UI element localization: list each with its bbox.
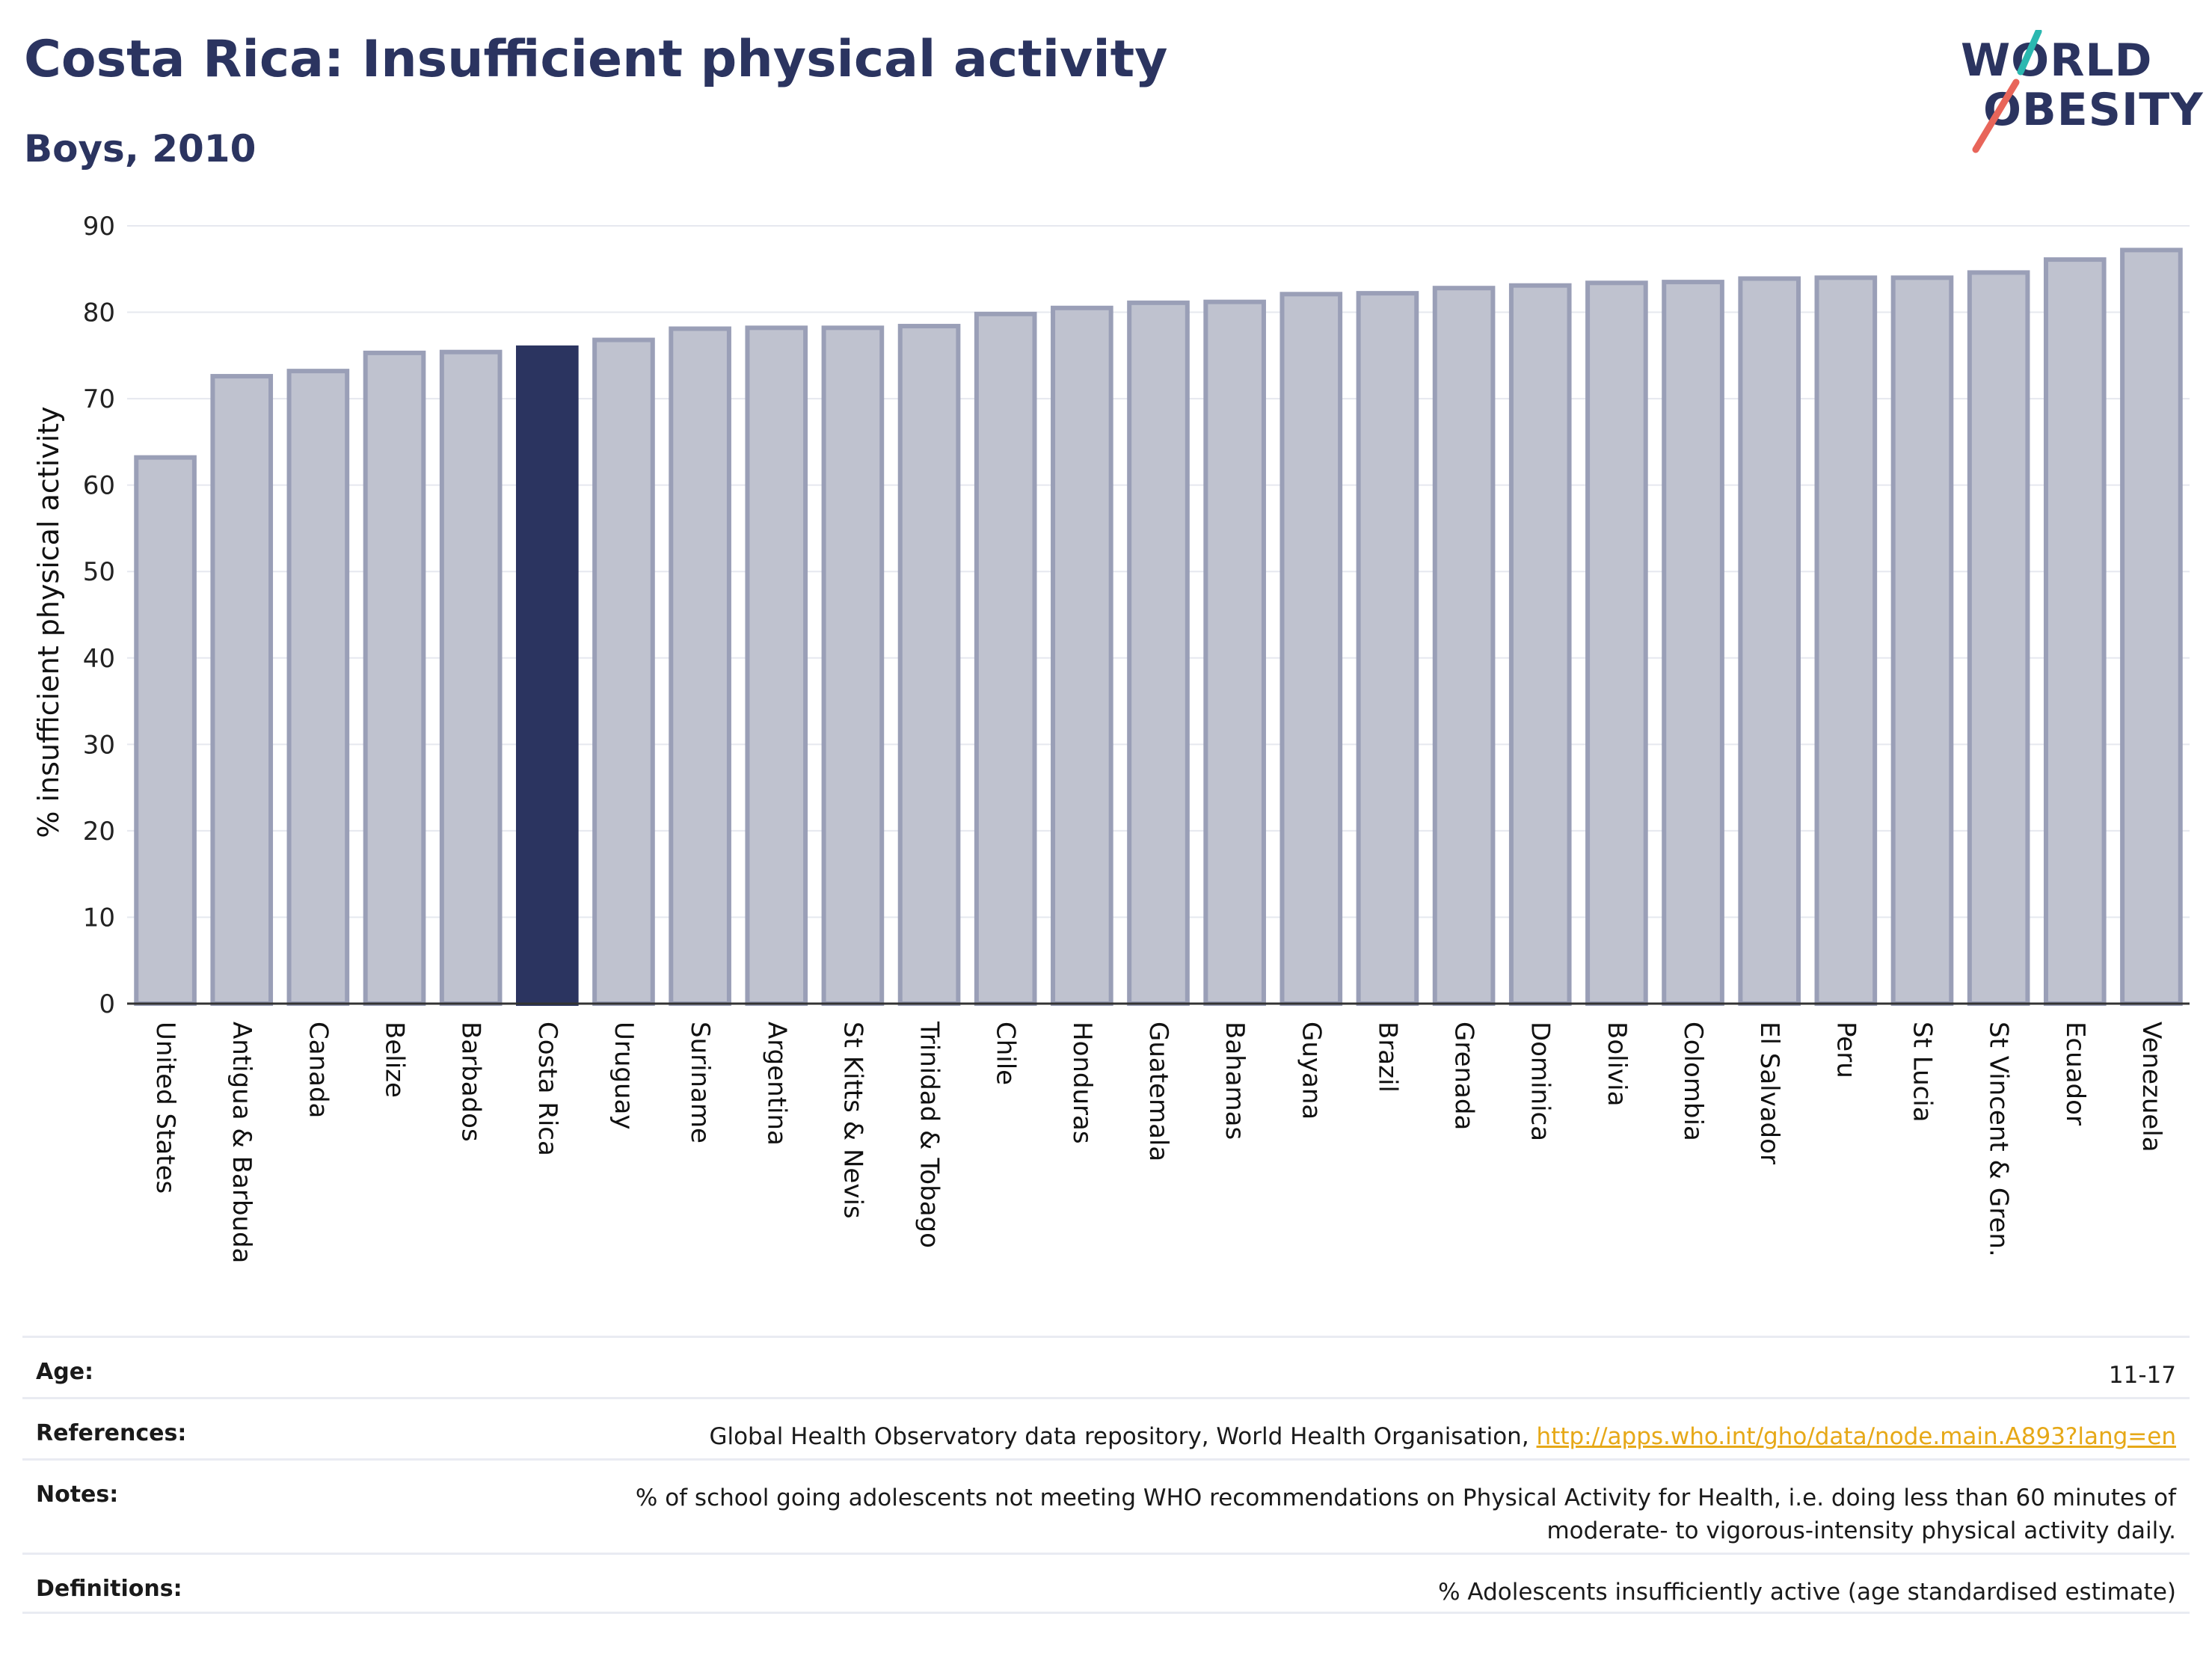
bar-trinidad-tobago [897,324,961,1007]
chart-title: Costa Rica: Insufficient physical activi… [24,30,1168,89]
definitions-row: Definitions: % Adolescents insufficientl… [22,1553,2190,1614]
x-tick-label: Uruguay [609,1022,639,1130]
x-tick-label: Belize [380,1022,410,1098]
chart-subtitle: Boys, 2010 [24,127,256,171]
y-tick-label: 20 [83,817,115,847]
bar-antigua-barbuda [210,374,274,1007]
bar-el-salvador [1738,276,1801,1006]
bar-chart: 0 10 20 30 40 50 60 70 80 90 United States Antigua … [32,212,2190,1263]
definitions-value: % Adolescents insufficiently active (age… [1438,1579,2176,1606]
x-tick-label: El Salvador [1754,1022,1784,1164]
y-tick-label: 60 [83,471,115,501]
bar-peru [1814,275,1878,1007]
bar-ecuador [2043,257,2107,1007]
x-tick-label: Suriname [685,1022,715,1143]
world-obesity-logo: WORLD OBESITY [1944,30,2203,165]
age-value: 11-17 [2108,1362,2176,1389]
y-tick-label: 70 [83,384,115,414]
bar-suriname [669,326,731,1006]
notes-label: Notes: [36,1481,119,1508]
notes-value: % of school going adolescents not meetin… [636,1481,2176,1547]
x-tick-label: Argentina [761,1022,791,1146]
age-row: Age: 11-17 [22,1336,2190,1397]
bar-honduras [1051,305,1113,1006]
y-tick-label: 0 [99,989,115,1019]
references-link[interactable]: http://apps.who.int/gho/data/node.main.A… [1536,1423,2176,1450]
x-tick-label: Grenada [1449,1022,1479,1130]
x-tick-label: Chile [991,1022,1021,1085]
bar-brazil [1356,291,1419,1006]
x-tick-label: Canada [303,1022,333,1118]
bar-st-lucia [1890,275,1954,1007]
bar-bolivia [1585,280,1648,1006]
bar-st-kitts-nevis [821,325,885,1007]
references-label: References: [36,1420,187,1446]
bar-uruguay [592,337,655,1007]
axes: 0 10 20 30 40 50 60 70 80 90 United States Antigua … [83,212,2190,1263]
age-label: Age: [36,1359,94,1385]
x-tick-label: Ecuador [2060,1022,2090,1126]
bar-costa-rica [515,345,579,1006]
x-tick-label: Guyana [1296,1022,1326,1120]
logo-slash-icon [1972,30,2042,153]
x-tick-label: Colombia [1678,1022,1708,1141]
bar-belize [363,350,426,1007]
x-tick-label: Venezuela [2136,1022,2166,1152]
x-tick-label: Barbados [456,1022,486,1142]
references-row: References: Global Health Observatory da… [22,1397,2190,1458]
bars [134,248,2183,1007]
x-tick-label: Trinidad & Tobago [915,1021,944,1248]
x-tick-label: St Lucia [1907,1022,1937,1123]
bar-dominica [1508,283,1572,1006]
y-tick-label: 50 [83,557,115,587]
bar-argentina [745,325,808,1007]
bar-guyana [1279,292,1343,1007]
y-tick-label: 30 [83,730,115,760]
x-tick-label: Costa Rica [532,1022,562,1156]
bar-united-states [134,455,197,1006]
definitions-label: Definitions: [36,1576,182,1602]
x-tick-label: Antigua & Barbuda [227,1022,256,1263]
bar-guatemala [1127,300,1190,1007]
x-tick-label: United States [150,1022,180,1194]
x-tick-label: Dominica [1526,1022,1555,1141]
bar-colombia [1662,280,1724,1007]
x-tick-label: Bahamas [1220,1022,1250,1140]
x-tick-label: Brazil [1372,1022,1402,1093]
notes-line-2: moderate- to vigorous-intensity physical… [1546,1517,2176,1544]
notes-row: Notes: % of school going adolescents not… [22,1458,2190,1553]
bar-bahamas [1203,299,1266,1006]
y-tick-label: 10 [83,903,115,933]
bar-st-vincent-gren- [1967,270,2030,1006]
bar-chile [974,311,1037,1007]
logo-line-1: WORLD [1961,34,2153,87]
references-value: Global Health Observatory data repositor… [709,1420,2176,1453]
y-tick-label: 90 [83,212,115,242]
notes-line-1: % of school going adolescents not meetin… [635,1484,2176,1511]
bar-canada [286,369,350,1006]
y-tick-label: 40 [83,644,115,674]
metadata-table: Age: 11-17 References: Global Health Obs… [22,1336,2190,1614]
y-axis-label: % insufficient physical activity [32,406,65,838]
x-tick-label: Guatemala [1143,1022,1173,1161]
bar-venezuela [2120,248,2183,1007]
x-tick-label: Honduras [1067,1022,1097,1144]
bar-barbados [439,349,503,1006]
y-tick-label: 80 [83,298,115,328]
logo-line-2: OBESITY [1983,84,2204,136]
x-tick-label: Bolivia [1602,1022,1632,1106]
bar-grenada [1432,286,1496,1006]
x-tick-label: Peru [1831,1022,1861,1078]
x-tick-label: St Vincent & Gren. [1984,1022,2014,1257]
references-text: Global Health Observatory data repositor… [709,1423,1529,1450]
x-tick-label: St Kitts & Nevis [838,1022,867,1219]
